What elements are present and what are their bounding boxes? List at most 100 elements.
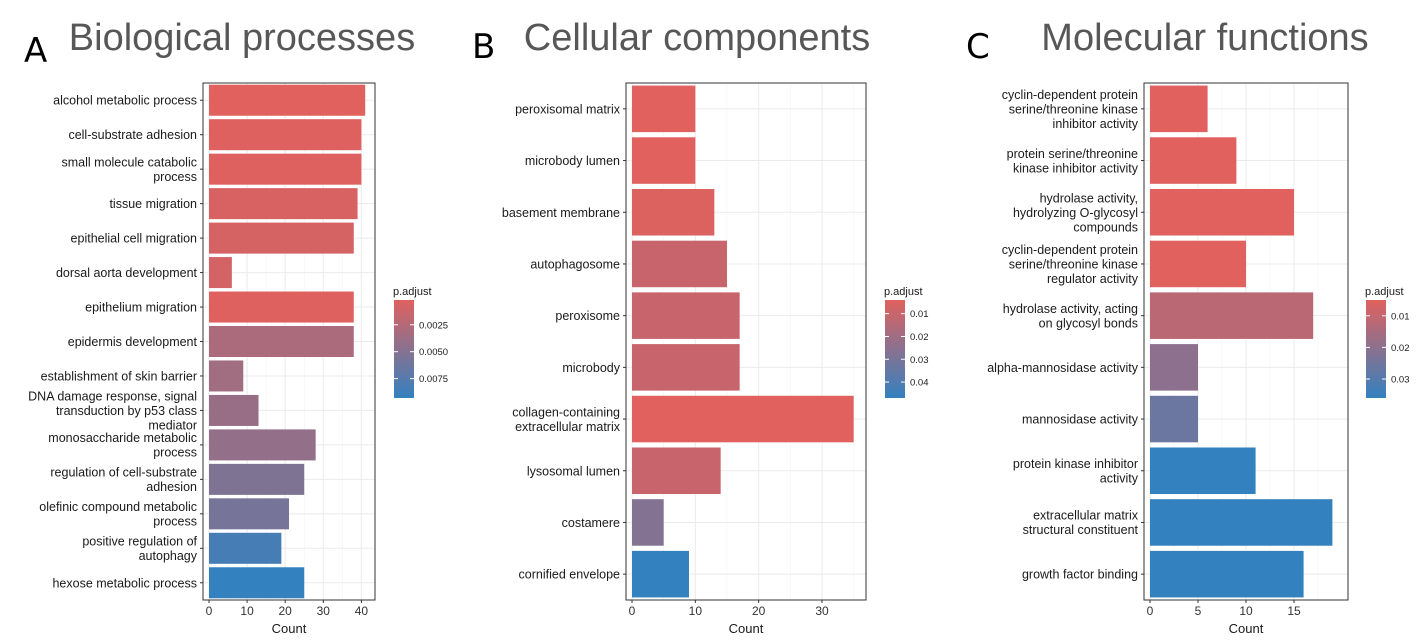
legend-color-bar <box>1366 300 1386 398</box>
legend-p-adjust: p.adjust 0.01 0.02 0.03 <box>1365 286 1410 398</box>
bar <box>209 498 289 530</box>
legend-title: p.adjust <box>393 286 432 298</box>
bar <box>209 360 244 392</box>
bar <box>1150 344 1198 391</box>
category-label: process <box>153 170 197 184</box>
bar <box>1150 395 1198 443</box>
category-label: alcohol metabolic process <box>53 94 197 108</box>
category-label: costamere <box>562 516 620 530</box>
bar <box>1150 447 1256 495</box>
bar <box>632 85 696 133</box>
category-label: mediator <box>148 418 197 432</box>
x-tick-label: 30 <box>317 604 331 618</box>
legend-tick-label: 0.02 <box>1391 343 1410 354</box>
legend-tick-label: 0.01 <box>910 309 929 320</box>
panel-label: B <box>472 27 495 67</box>
category-label: structural constituent <box>1023 523 1139 537</box>
category-label: process <box>153 446 197 460</box>
category-label: lysosomal lumen <box>527 464 620 478</box>
x-axis-title: Count <box>272 621 307 636</box>
bar <box>1150 499 1333 546</box>
legend-tick-label: 0.04 <box>910 378 929 389</box>
bar <box>632 395 854 443</box>
legend-tick-label: 0.0075 <box>419 374 448 385</box>
panel-c: C Molecular functions cyclin-dependent pro… <box>966 17 1410 636</box>
x-tick-label: 20 <box>279 604 293 618</box>
x-tick-label: 10 <box>240 604 254 618</box>
panel-label: C <box>966 27 990 67</box>
legend-tick-label: 0.0050 <box>419 347 448 358</box>
category-label: extracellular matrix <box>1033 509 1139 523</box>
bar <box>209 325 354 358</box>
category-label: adhesion <box>146 480 197 494</box>
category-label: tissue migration <box>109 197 197 211</box>
category-label: collagen-containing <box>512 405 620 419</box>
x-tick-label: 0 <box>1147 604 1154 618</box>
legend-tick-label: 0.03 <box>910 355 929 366</box>
bar <box>632 240 727 288</box>
category-label: peroxisomal matrix <box>515 102 621 116</box>
category-label: microbody <box>562 361 620 375</box>
category-label: kinase inhibitor activity <box>1013 161 1139 175</box>
category-label: serine/threonine kinase <box>1009 102 1138 116</box>
bar <box>209 153 362 185</box>
x-tick-label: 15 <box>1287 604 1301 618</box>
category-label: microbody lumen <box>525 154 620 168</box>
bar <box>209 567 305 599</box>
panel-border <box>625 82 867 601</box>
category-label: process <box>153 515 197 529</box>
bar <box>1150 292 1314 339</box>
category-label: epidermis development <box>68 335 198 349</box>
category-label: serine/threonine kinase <box>1009 257 1138 271</box>
legend-p-adjust: p.adjust 0.01 0.02 0.03 0.04 <box>884 286 929 398</box>
x-tick-label: 20 <box>752 604 766 618</box>
category-label: inhibitor activity <box>1053 117 1139 131</box>
legend-title: p.adjust <box>1365 286 1404 298</box>
bar <box>209 257 232 289</box>
legend-tick-label: 0.0025 <box>419 320 448 331</box>
bar <box>209 84 366 116</box>
category-label: growth factor binding <box>1022 568 1138 582</box>
category-label: transduction by p53 class <box>56 404 197 418</box>
bar <box>209 119 362 151</box>
bar <box>632 550 689 598</box>
category-label: alpha-mannosidase activity <box>987 361 1139 375</box>
legend-title: p.adjust <box>884 286 923 298</box>
bar <box>632 499 664 546</box>
category-label: protein kinase inhibitor <box>1013 457 1138 471</box>
panel-a: A Biological processes alcohol metabolic p… <box>24 17 448 636</box>
category-label: activity <box>1100 472 1139 486</box>
x-tick-label: 10 <box>689 604 703 618</box>
category-label: cyclin-dependent protein <box>1002 88 1138 102</box>
category-label: extracellular matrix <box>515 420 621 434</box>
panel-title: Biological processes <box>69 17 415 59</box>
x-tick-label: 0 <box>206 604 213 618</box>
category-label: mannosidase activity <box>1022 413 1139 427</box>
category-label: establishment of skin barrier <box>41 369 197 383</box>
bar <box>209 188 358 220</box>
category-label: autophagosome <box>530 257 620 271</box>
bar <box>1150 137 1237 184</box>
panel-title: Molecular functions <box>1041 17 1368 59</box>
category-label: monosaccharide metabolic <box>48 431 197 445</box>
bar <box>209 463 305 495</box>
panel-b: B Cellular components peroxisomal matrix mi… <box>472 17 929 636</box>
x-axis-title: Count <box>729 621 764 636</box>
category-label: cell-substrate adhesion <box>68 128 197 142</box>
category-label: small molecule catabolic <box>62 155 197 169</box>
category-label: DNA damage response, signal <box>28 389 197 403</box>
legend-p-adjust: p.adjust 0.0025 0.0050 0.0075 <box>393 286 448 398</box>
bar <box>209 222 354 254</box>
category-label: regulator activity <box>1047 272 1139 286</box>
x-tick-label: 30 <box>815 604 829 618</box>
legend-tick-label: 0.01 <box>1391 311 1410 322</box>
bar <box>1150 240 1246 288</box>
x-axis-title: Count <box>1229 621 1264 636</box>
x-tick-label: 40 <box>355 604 369 618</box>
bar <box>632 447 721 495</box>
category-label: epithelial cell migration <box>71 232 198 246</box>
bar <box>209 532 282 564</box>
category-label: peroxisome <box>555 309 620 323</box>
bar <box>632 344 740 391</box>
